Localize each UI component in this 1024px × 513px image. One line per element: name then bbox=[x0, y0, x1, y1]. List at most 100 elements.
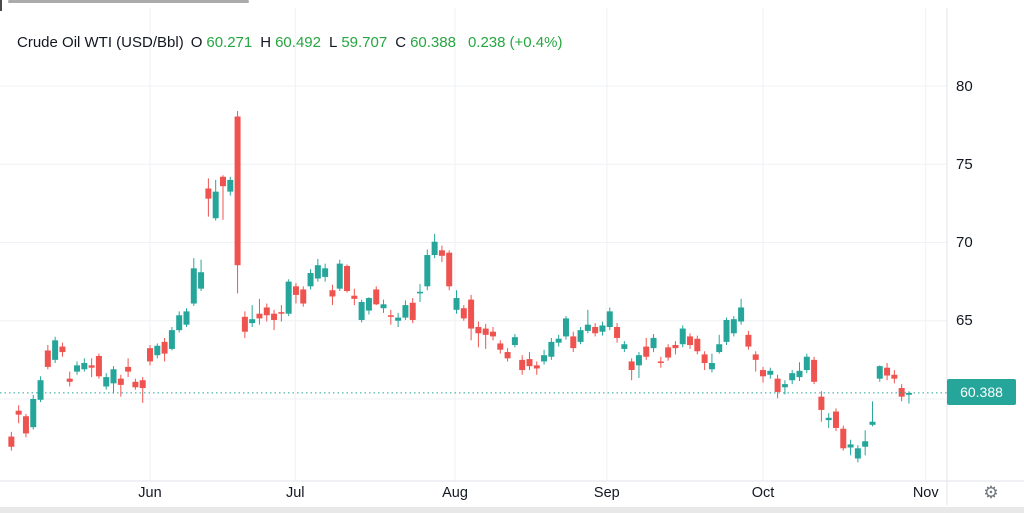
price-axis-label: 75 bbox=[956, 155, 973, 173]
candle-body bbox=[526, 359, 533, 367]
candle-body bbox=[139, 380, 146, 389]
candle-body bbox=[125, 366, 132, 372]
candle-body bbox=[811, 359, 818, 382]
candle-body bbox=[548, 341, 555, 357]
time-axis-label: Oct bbox=[751, 485, 775, 501]
candle-body bbox=[847, 444, 854, 448]
candle-body bbox=[365, 298, 372, 311]
candle-body bbox=[781, 384, 788, 388]
candle-body bbox=[351, 295, 358, 299]
candle-body bbox=[760, 370, 767, 377]
candle-body bbox=[176, 315, 183, 331]
candle-body bbox=[884, 367, 891, 376]
candle-body bbox=[190, 268, 197, 304]
candle-body bbox=[489, 331, 496, 337]
close-label: C bbox=[395, 33, 407, 51]
candle-body bbox=[460, 308, 467, 319]
candle-body bbox=[263, 307, 270, 316]
price-axis-label: 80 bbox=[956, 77, 973, 95]
candle-body bbox=[854, 448, 861, 459]
time-axis[interactable]: Jun Jul Aug Sep Oct Nov bbox=[0, 481, 947, 505]
candle-body bbox=[336, 263, 343, 289]
candle-body bbox=[292, 286, 299, 295]
price-axis-label: 65 bbox=[956, 312, 973, 330]
top-drag-bar bbox=[8, 0, 249, 3]
candle-body bbox=[533, 365, 540, 369]
candle-body bbox=[738, 307, 745, 322]
candle-body bbox=[344, 265, 351, 292]
candle-body bbox=[241, 316, 248, 332]
candle-body bbox=[905, 392, 912, 395]
candle-body bbox=[818, 396, 825, 410]
candle-body bbox=[329, 290, 336, 297]
candle-body bbox=[402, 305, 409, 318]
candle-body bbox=[300, 289, 307, 304]
open-label: O bbox=[190, 33, 203, 51]
candle-body bbox=[694, 338, 701, 352]
candle-body bbox=[767, 370, 774, 375]
candle-body bbox=[774, 378, 781, 392]
price-axis-label: 70 bbox=[956, 234, 973, 251]
candle-body bbox=[37, 380, 44, 400]
candle-body bbox=[168, 330, 175, 349]
candle-body bbox=[322, 268, 329, 277]
candle-body bbox=[482, 328, 489, 335]
candle-body bbox=[234, 116, 241, 266]
candle-body bbox=[562, 318, 569, 337]
candle-body bbox=[716, 344, 723, 353]
candle-body bbox=[541, 355, 548, 362]
candle-body bbox=[431, 241, 438, 256]
settings-gear-icon[interactable]: ⚙ bbox=[974, 481, 1008, 505]
candle-body bbox=[74, 365, 81, 372]
candle-body bbox=[752, 354, 759, 360]
change-value: 0.238 bbox=[467, 33, 506, 51]
candle-body bbox=[745, 334, 752, 347]
candle-body bbox=[314, 265, 321, 279]
candle-body bbox=[88, 365, 95, 368]
candle-body bbox=[147, 348, 154, 362]
candle-body bbox=[891, 374, 898, 379]
candle-body bbox=[103, 377, 110, 387]
candle-body bbox=[387, 315, 394, 317]
candle-body bbox=[599, 325, 606, 332]
close-value: 60.388 bbox=[410, 33, 456, 51]
candle-body bbox=[424, 255, 431, 287]
candle-body bbox=[657, 361, 664, 364]
current-price-badge: 60.388 bbox=[947, 379, 1016, 405]
candle-body bbox=[584, 324, 591, 331]
candle-body bbox=[475, 327, 482, 334]
price-axis[interactable]: 80 75 70 65 bbox=[947, 0, 1024, 481]
candle-body bbox=[278, 312, 285, 314]
candle-body bbox=[44, 350, 51, 367]
candle-body bbox=[249, 319, 256, 324]
candle-body bbox=[438, 250, 445, 256]
open-value: 60.271 bbox=[206, 33, 253, 51]
candle-body bbox=[869, 421, 876, 425]
candle-body bbox=[723, 319, 730, 342]
candle-body bbox=[205, 188, 212, 199]
candle-body bbox=[497, 343, 504, 350]
candle-body bbox=[66, 378, 73, 382]
high-label: H bbox=[260, 33, 272, 51]
candle-body bbox=[117, 378, 124, 385]
candle-body bbox=[468, 299, 475, 329]
candle-body bbox=[81, 363, 88, 370]
candle-body bbox=[307, 273, 314, 287]
candle-body bbox=[110, 369, 117, 384]
candle-body bbox=[409, 302, 416, 320]
candle-body bbox=[519, 359, 526, 371]
candle-body bbox=[803, 356, 810, 371]
candle-body bbox=[796, 370, 803, 378]
candle-body bbox=[395, 317, 402, 321]
candle-body bbox=[132, 381, 139, 388]
symbol-title: Crude Oil WTI (USD/Bbl) bbox=[17, 33, 184, 51]
candle-body bbox=[30, 399, 37, 428]
candle-body bbox=[635, 355, 642, 366]
candle-body bbox=[95, 355, 102, 377]
candle-body bbox=[832, 411, 839, 428]
candle-body bbox=[161, 341, 168, 354]
candle-body bbox=[730, 319, 737, 334]
candle-body bbox=[825, 417, 832, 421]
